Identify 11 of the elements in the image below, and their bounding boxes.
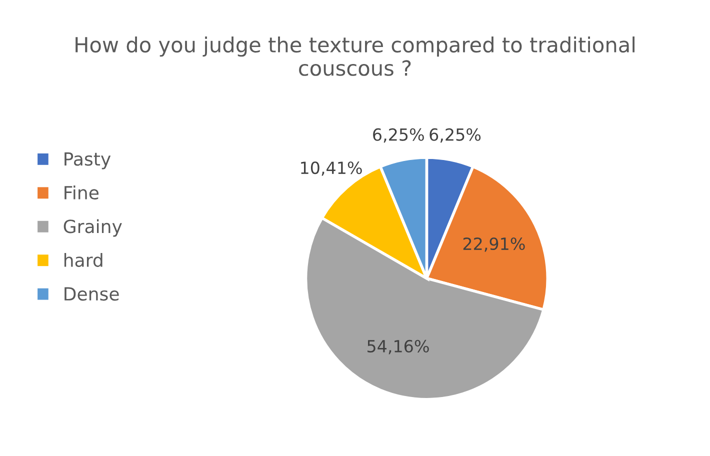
data-label: 54,16% — [368, 340, 429, 354]
legend-label: Dense — [64, 287, 119, 301]
data-label: 10,41% — [301, 161, 362, 176]
data-label: 6,25% — [373, 128, 424, 143]
data-label: 22,91% — [463, 237, 525, 252]
legend-label: Grainy — [64, 219, 122, 237]
chart-title: How do you judge the texture compared to traditional couscous ? — [76, 36, 634, 76]
legend-label: hard — [64, 252, 102, 267]
legend-label: Fine — [64, 186, 99, 200]
legend-label: Pasty — [64, 152, 111, 170]
data-label: 6,25% — [430, 128, 481, 143]
